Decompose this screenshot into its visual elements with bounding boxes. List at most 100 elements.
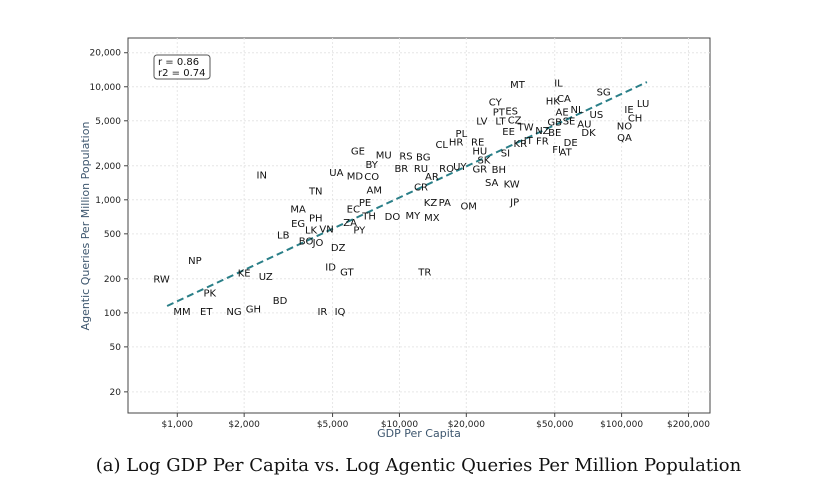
point-label-bg: BG bbox=[416, 152, 430, 163]
point-label-pa: PA bbox=[439, 198, 451, 209]
point-label-no: NO bbox=[617, 121, 632, 132]
point-label-lt: LT bbox=[495, 116, 506, 127]
point-label-my: MY bbox=[406, 211, 422, 222]
x-tick-label: $20,000 bbox=[448, 420, 485, 430]
point-label-am: AM bbox=[366, 186, 381, 197]
point-label-py: PY bbox=[353, 226, 366, 237]
point-label-mt: MT bbox=[510, 80, 526, 91]
point-label-jo: JO bbox=[312, 238, 324, 249]
point-label-nz: NZ bbox=[535, 126, 549, 137]
y-tick-label: 10,000 bbox=[90, 83, 122, 93]
point-label-cz: CZ bbox=[508, 115, 522, 126]
y-tick-label: 1,000 bbox=[95, 196, 121, 206]
trend-line bbox=[166, 81, 648, 307]
point-label-by: BY bbox=[365, 160, 378, 171]
point-label-fr: FR bbox=[536, 137, 549, 148]
point-label-sg: SG bbox=[597, 87, 611, 98]
point-label-kw: KW bbox=[504, 179, 520, 190]
point-label-se: SE bbox=[563, 116, 576, 127]
point-label-ke: KE bbox=[238, 269, 251, 280]
point-label-ee: EE bbox=[502, 127, 515, 138]
point-label-sa: SA bbox=[485, 178, 499, 189]
point-label-sk: SK bbox=[477, 155, 490, 166]
x-tick-label: $50,000 bbox=[536, 420, 573, 430]
point-label-nl: NL bbox=[570, 105, 583, 116]
point-label-gh: GH bbox=[246, 305, 261, 316]
stat-r: r = 0.86 bbox=[158, 57, 199, 68]
point-label-us: US bbox=[590, 110, 604, 121]
point-label-pl: PL bbox=[456, 129, 468, 140]
point-label-bd: BD bbox=[273, 296, 288, 307]
point-label-uz: UZ bbox=[259, 272, 273, 283]
x-tick-label: $100,000 bbox=[600, 420, 643, 430]
point-label-eg: EG bbox=[291, 219, 305, 230]
point-label-fi: FI bbox=[552, 145, 561, 156]
point-label-dz: DZ bbox=[331, 243, 346, 254]
point-label-hr: HR bbox=[449, 137, 464, 148]
point-label-th: TH bbox=[361, 211, 376, 222]
x-tick-label: $2,000 bbox=[228, 420, 260, 430]
point-label-gt: GT bbox=[340, 267, 354, 278]
point-label-at: AT bbox=[560, 147, 573, 158]
point-label-lv: LV bbox=[476, 116, 487, 127]
point-label-il: IL bbox=[554, 78, 563, 89]
point-label-pt: PT bbox=[493, 107, 506, 118]
point-label-et: ET bbox=[200, 307, 213, 318]
point-label-mu: MU bbox=[376, 150, 392, 161]
plot-area bbox=[127, 37, 711, 414]
y-tick-label: 50 bbox=[110, 343, 122, 353]
point-label-gr: GR bbox=[472, 165, 487, 176]
point-label-uy: UY bbox=[453, 162, 467, 173]
point-label-es: ES bbox=[505, 107, 518, 118]
point-label-pe: PE bbox=[359, 198, 371, 209]
point-label-ir: IR bbox=[317, 307, 327, 318]
x-tick-label: $200,000 bbox=[667, 420, 710, 430]
point-label-mm: MM bbox=[173, 307, 190, 318]
point-label-ch: CH bbox=[628, 113, 643, 124]
point-label-br: BR bbox=[394, 164, 408, 175]
point-label-lu: LU bbox=[637, 99, 649, 110]
point-label-au: AU bbox=[577, 119, 591, 130]
point-label-dk: DK bbox=[581, 128, 596, 139]
y-tick-label: 20,000 bbox=[90, 49, 122, 59]
point-label-mx: MX bbox=[424, 213, 440, 224]
point-label-qa: QA bbox=[617, 133, 632, 144]
point-label-tr: TR bbox=[417, 267, 431, 278]
figure-caption: (a) Log GDP Per Capita vs. Log Agentic Q… bbox=[95, 455, 742, 476]
point-label-kz: KZ bbox=[424, 198, 438, 209]
y-tick-label: 20 bbox=[110, 388, 122, 398]
grid bbox=[128, 38, 710, 413]
point-label-in: IN bbox=[257, 171, 267, 182]
point-label-gb: GB bbox=[547, 117, 562, 128]
point-label-md: MD bbox=[347, 172, 364, 183]
x-axis-label: GDP Per Capita bbox=[377, 427, 461, 440]
point-label-ge: GE bbox=[351, 147, 365, 158]
point-label-rs: RS bbox=[399, 151, 412, 162]
point-label-ca: CA bbox=[557, 94, 571, 105]
point-label-it: IT bbox=[524, 136, 534, 147]
y-axis-ticks: 20 50 100 200 500 1,000 2,000 5,000 10,000 20,000 bbox=[90, 49, 128, 398]
point-label-ph: PH bbox=[309, 214, 323, 225]
point-label-re: RE bbox=[471, 137, 484, 148]
stats-box: r = 0.86 r2 = 0.74 bbox=[153, 54, 211, 80]
stat-r2: r2 = 0.74 bbox=[158, 68, 205, 79]
point-label-lb: LB bbox=[277, 230, 290, 241]
point-label-tw: TW bbox=[517, 123, 534, 134]
point-label-bo: BO bbox=[299, 237, 314, 248]
x-axis-ticks: $1,000 $2,000 $5,000 $10,000 $20,000 $50,000 $… bbox=[162, 413, 710, 430]
y-tick-label: 2,000 bbox=[95, 162, 121, 172]
y-tick-label: 5,000 bbox=[95, 117, 121, 127]
point-label-tn: TN bbox=[308, 186, 323, 197]
point-label-ua: UA bbox=[329, 168, 343, 179]
point-label-ma: MA bbox=[290, 204, 306, 215]
point-label-de: DE bbox=[564, 138, 578, 149]
point-label-cl: CL bbox=[435, 140, 448, 151]
point-label-vn: VN bbox=[319, 225, 333, 236]
point-label-jp: JP bbox=[509, 197, 519, 208]
point-label-za: ZA bbox=[343, 218, 357, 229]
y-tick-label: 100 bbox=[104, 309, 121, 319]
x-tick-label: $1,000 bbox=[162, 420, 194, 430]
point-label-kr: KR bbox=[514, 139, 528, 150]
x-tick-label: $5,000 bbox=[317, 420, 349, 430]
